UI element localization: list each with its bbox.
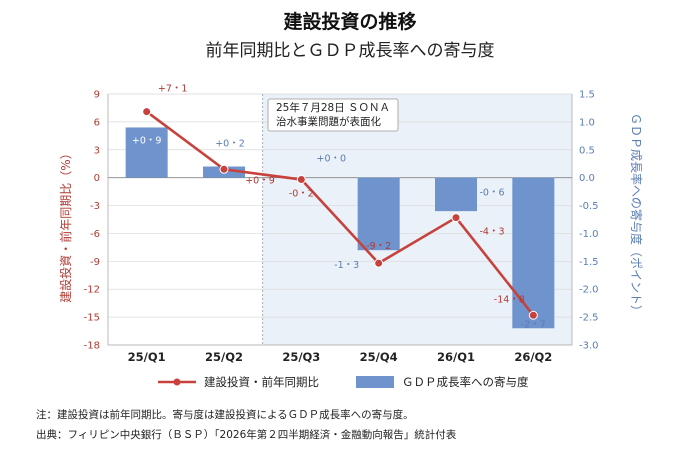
construction-yoy-point — [451, 213, 461, 223]
bar-data-label: -1・3 — [334, 260, 359, 271]
construction-yoy-point — [528, 310, 538, 320]
legend-bar-label: ＧＤＰ成長率への寄与度 — [402, 375, 529, 389]
line-data-label: -9・2 — [366, 241, 391, 252]
construction-yoy-point — [219, 164, 229, 174]
gdp-contribution-bar — [125, 127, 168, 178]
right-tick-label: 1.5 — [579, 90, 595, 101]
sona-annotation: 25年７月28日 ＳＯＮＡ 治水事業問題が表面化 — [267, 98, 399, 132]
right-tick-label: -3.0 — [579, 341, 599, 352]
gdp-contribution-bar — [357, 177, 400, 251]
annotation-line-2: 治水事業問題が表面化 — [276, 115, 381, 128]
gdp-contribution-bar — [512, 177, 555, 329]
line-data-label: +7・1 — [158, 84, 188, 95]
bar-data-label: -0・6 — [479, 187, 504, 198]
chart-subtitle: 前年同期比とＧＤＰ成長率への寄与度 — [206, 41, 495, 61]
bar-data-label: +0・2 — [215, 139, 245, 150]
category-label: 26/Q1 — [437, 350, 475, 364]
bar-data-label: +0・0 — [317, 154, 347, 165]
source-text: 出典：フィリピン中央銀行（ＢＳＰ）「2026年第２四半期経済・金融動向報告」統計… — [36, 428, 457, 441]
chart-title: 建設投資の推移 — [283, 10, 416, 33]
left-tick-label: -12 — [84, 285, 100, 296]
left-tick-label: -18 — [84, 341, 100, 352]
legend-bar-swatch — [356, 376, 394, 388]
left-tick-label: 6 — [94, 117, 100, 128]
gdp-contribution-bar — [435, 177, 477, 212]
left-tick-label: 3 — [94, 145, 100, 156]
category-label: 25/Q2 — [205, 350, 243, 364]
bar-data-label: +0・9 — [132, 135, 162, 146]
annotation-line-1: 25年７月28日 ＳＯＮＡ — [276, 101, 390, 114]
category-label: 25/Q1 — [128, 350, 166, 364]
left-tick-label: -15 — [84, 313, 100, 324]
left-tick-label: -3 — [90, 201, 100, 212]
right-tick-label: 0.5 — [579, 145, 595, 156]
right-tick-label: -1.5 — [579, 257, 599, 268]
legend: 建設投資・前年同期比 ＧＤＰ成長率への寄与度 — [158, 375, 529, 389]
category-label: 26/Q2 — [514, 350, 552, 364]
line-data-label: -0・2 — [289, 189, 314, 200]
construction-yoy-point — [142, 107, 152, 117]
right-tick-label: 1.0 — [579, 117, 595, 128]
category-label: 25/Q4 — [360, 350, 398, 364]
construction-yoy-line — [145, 110, 535, 317]
note-text: 注：建設投資は前年同期比。寄与度は建設投資によるＧＤＰ成長率への寄与度。 — [36, 408, 414, 421]
left-tick-label: -9 — [90, 257, 100, 268]
right-tick-label: -2.5 — [579, 313, 599, 324]
right-tick-label: -1.0 — [579, 229, 599, 240]
legend-line-label: 建設投資・前年同期比 — [204, 375, 319, 389]
plot-area: 9 6 3 0 -3 -6 -9 -12 -15 -18 1.5 1.0 0.5 0.0 -0.5 -1.0 -… — [84, 84, 599, 364]
annotation-box — [267, 98, 399, 132]
category-label: 25/Q3 — [282, 350, 320, 364]
left-tick-label: 0 — [94, 173, 100, 184]
right-tick-label: 0.0 — [579, 173, 595, 184]
line-data-label: -14・8 — [494, 294, 525, 305]
line-data-label: +0・9 — [245, 175, 275, 186]
right-tick-label: -0.5 — [579, 201, 599, 212]
construction-yoy-point — [296, 175, 306, 185]
right-axis-label: ＧＤＰ成長率への寄与度（ポイント） — [629, 113, 644, 317]
bar-data-label: -2・7 — [521, 319, 546, 330]
right-tick-label: -2.0 — [579, 285, 599, 296]
left-tick-label: 9 — [94, 90, 100, 101]
construction-yoy-point — [374, 258, 384, 268]
left-axis-label: 建設投資・前年同期比（%） — [58, 147, 73, 302]
line-data-label: -4・3 — [479, 227, 504, 238]
legend-line-marker — [173, 378, 181, 386]
left-tick-label: -6 — [90, 229, 100, 240]
